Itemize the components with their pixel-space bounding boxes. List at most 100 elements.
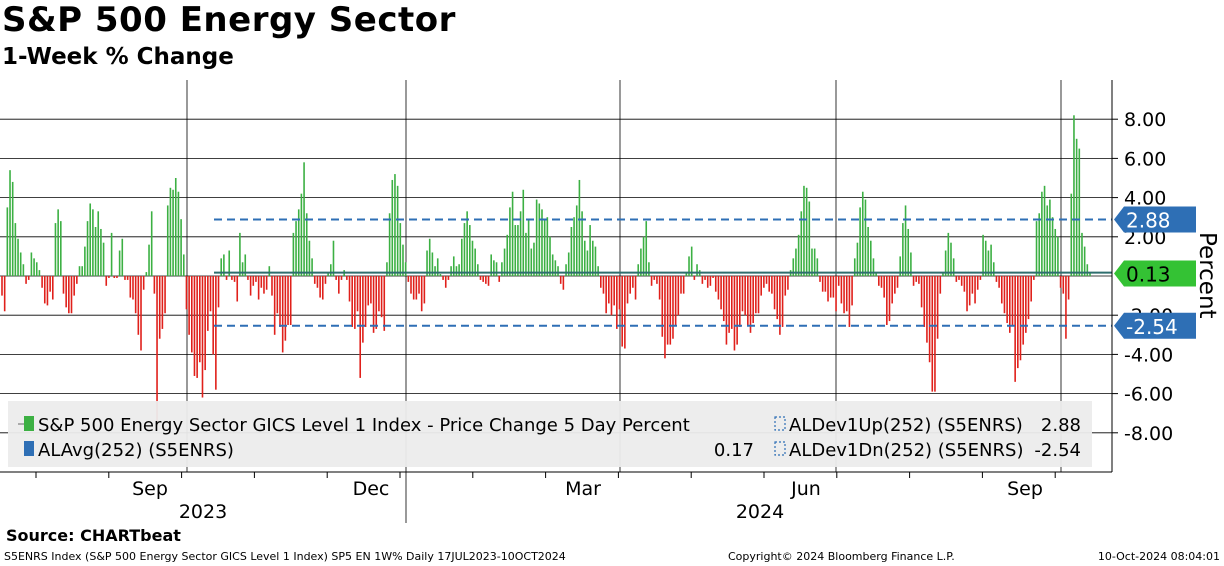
- data-bar: [856, 242, 859, 276]
- data-bar: [739, 276, 741, 327]
- data-bar: [594, 246, 597, 276]
- data-bar: [391, 179, 394, 276]
- data-bar: [597, 266, 599, 276]
- data-bar: [17, 238, 19, 276]
- data-bar: [161, 276, 164, 329]
- data-bar: [209, 276, 212, 312]
- data-bar: [14, 223, 17, 276]
- data-bar: [182, 254, 185, 276]
- data-bar: [525, 232, 527, 276]
- data-bar: [1025, 276, 1027, 333]
- data-bar: [423, 276, 426, 304]
- data-bar: [680, 276, 682, 294]
- data-bar: [869, 240, 872, 276]
- data-bar: [164, 276, 166, 314]
- data-bar: [557, 266, 559, 276]
- data-bar: [140, 276, 142, 351]
- data-bar: [439, 274, 442, 276]
- data-bar: [482, 276, 484, 282]
- data-bar: [950, 242, 952, 276]
- data-bar: [281, 276, 284, 353]
- data-bar: [634, 276, 637, 300]
- data-bar: [666, 276, 669, 345]
- data-bar: [907, 228, 910, 276]
- data-bar: [912, 276, 915, 286]
- data-bar: [276, 276, 279, 314]
- data-bar: [346, 276, 348, 280]
- data-bar: [150, 211, 153, 276]
- data-bar: [706, 276, 709, 288]
- data-bar: [626, 276, 629, 304]
- data-bar: [816, 258, 819, 276]
- data-bar: [709, 276, 712, 286]
- data-bar: [33, 258, 35, 276]
- data-bar: [725, 276, 728, 345]
- data-bar: [156, 276, 158, 423]
- data-bar: [1065, 276, 1067, 339]
- data-bar: [466, 211, 468, 276]
- data-bar: [388, 213, 391, 276]
- data-bar: [1046, 205, 1049, 276]
- data-bar: [81, 266, 83, 276]
- data-bar: [447, 276, 450, 280]
- data-bar: [110, 232, 113, 276]
- data-bar: [920, 276, 923, 308]
- data-bar: [76, 276, 78, 284]
- data-bar: [642, 236, 645, 276]
- data-bar: [867, 227, 869, 276]
- data-bar: [65, 276, 67, 308]
- data-bar: [960, 276, 963, 286]
- data-bar: [239, 232, 241, 276]
- data-bar: [305, 213, 308, 276]
- data-bar: [257, 276, 260, 300]
- data-bar: [321, 276, 324, 300]
- y-tick-label: 6.00: [1124, 148, 1166, 170]
- data-bar: [664, 276, 666, 359]
- data-bar: [463, 223, 466, 276]
- data-bar: [359, 276, 362, 378]
- data-bar: [86, 221, 89, 276]
- data-bar: [878, 276, 880, 286]
- data-bar: [153, 276, 156, 294]
- data-bar: [444, 276, 447, 288]
- data-bar: [428, 238, 431, 276]
- data-bar: [763, 276, 765, 288]
- legend-swatch-devup: [774, 416, 786, 431]
- data-bar: [102, 242, 105, 276]
- data-bar: [60, 221, 62, 276]
- data-bar: [116, 276, 118, 278]
- data-bar: [559, 276, 562, 284]
- data-bar: [527, 219, 530, 276]
- data-bar: [199, 276, 201, 363]
- legend-devdn-value: -2.54: [1034, 440, 1081, 461]
- data-bar: [621, 276, 623, 347]
- legend-devup-label: ALDev1Up(252) (S5ENRS): [789, 415, 1023, 436]
- data-bar: [436, 258, 439, 276]
- data-bar: [354, 276, 356, 329]
- data-bar: [757, 276, 760, 314]
- legend-swatch-avg: [24, 441, 34, 456]
- chart-title: S&P 500 Energy Sector: [2, 0, 456, 40]
- data-bar: [30, 252, 33, 276]
- data-bar: [94, 227, 97, 276]
- data-bar: [578, 179, 581, 276]
- data-bar: [845, 276, 848, 312]
- data-bar: [976, 276, 979, 290]
- data-bar: [851, 276, 853, 306]
- data-bar: [848, 276, 851, 327]
- data-bar: [118, 250, 121, 276]
- data-bar: [172, 189, 174, 276]
- data-bar: [955, 276, 958, 282]
- data-bar: [316, 276, 319, 288]
- data-bar: [658, 276, 661, 300]
- data-bar: [1059, 276, 1062, 288]
- x-month-label: Dec: [353, 478, 390, 500]
- data-bar: [289, 276, 292, 325]
- data-bar: [1014, 276, 1016, 382]
- data-bar: [383, 276, 386, 331]
- data-bar: [303, 162, 305, 276]
- legend-swatch-series: [24, 416, 34, 431]
- data-bar: [452, 256, 455, 276]
- data-bar: [166, 205, 169, 276]
- data-bar: [653, 276, 656, 280]
